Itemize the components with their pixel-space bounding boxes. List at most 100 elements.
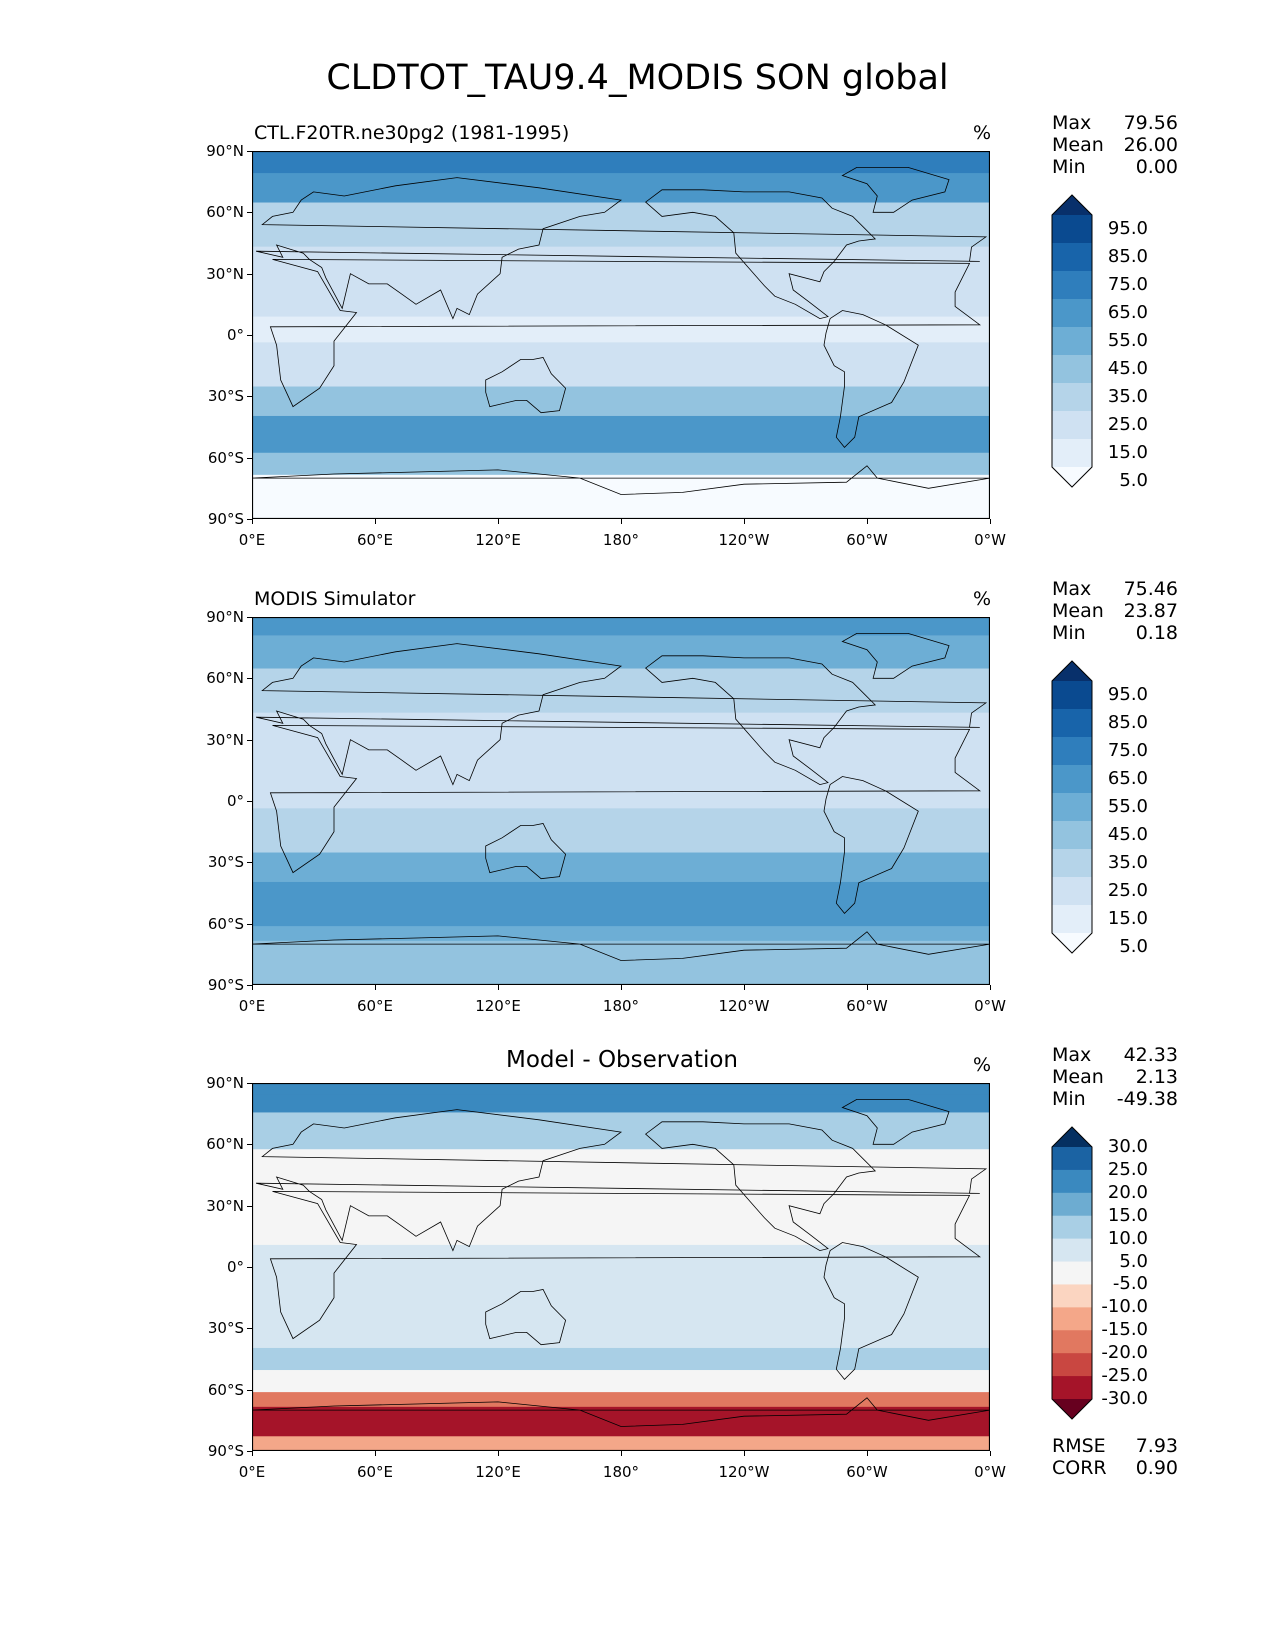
- stats-block: Max 79.56 Mean 26.00 Min 0.00: [1052, 112, 1178, 178]
- lat-tick: [247, 862, 252, 864]
- colorbar-bin: [1052, 1353, 1092, 1377]
- lat-tick: [247, 801, 252, 802]
- coastline: [841, 1098, 950, 1145]
- lat-tick: [247, 1083, 252, 1084]
- stat-mean: Mean 2.13: [1052, 1066, 1178, 1088]
- units-label: %: [973, 122, 992, 144]
- lat-tick-label: 0°: [226, 326, 244, 344]
- stats-block: Max 75.46 Mean 23.87 Min 0.18: [1052, 578, 1178, 644]
- lat-tick: [247, 678, 252, 680]
- metric-rmse: RMSE 7.93: [1052, 1435, 1178, 1457]
- colorbar-bin: [1052, 905, 1092, 934]
- field-band: [252, 474, 990, 519]
- lon-tick-label: 0°W: [974, 1463, 1006, 1481]
- lon-tick-label: 180°: [602, 531, 640, 549]
- lat-tick-label: 60°S: [207, 448, 244, 467]
- colorbar-bin: [1052, 1147, 1092, 1171]
- colorbar-extend-bottom: [1052, 467, 1092, 487]
- field-band: [252, 668, 990, 714]
- colorbar-tick-label: 65.0: [1107, 768, 1148, 789]
- coastline: [841, 632, 950, 679]
- colorbar-bin: [1052, 411, 1092, 440]
- lat-tick-label: 0°: [226, 1258, 244, 1276]
- colorbar-tick-label: -20.0: [1101, 1342, 1148, 1364]
- field-band: [252, 386, 990, 417]
- coastline: [644, 189, 877, 320]
- colorbar-bin: [1052, 737, 1092, 766]
- lat-tick-label: 60°N: [206, 1135, 244, 1154]
- panel-title: MODIS Simulator: [254, 588, 416, 610]
- field-band: [252, 1436, 990, 1451]
- field-band: [252, 1347, 990, 1371]
- lat-tick: [247, 519, 252, 520]
- lat-tick-label: 60°N: [206, 203, 244, 222]
- lon-tick-label: 60°W: [846, 997, 888, 1015]
- lon-tick-label: 0°W: [974, 997, 1006, 1015]
- stat-mean: Mean 23.87: [1052, 600, 1178, 622]
- lon-tick: [498, 519, 499, 524]
- colorbar-bin: [1052, 383, 1092, 412]
- coastline: [485, 1289, 567, 1346]
- coastline: [841, 166, 950, 213]
- colorbar-tick-label: 95.0: [1107, 218, 1148, 239]
- lon-tick-label: 0°E: [238, 531, 266, 549]
- coastlines: [252, 1098, 990, 1427]
- coastline: [644, 1121, 877, 1252]
- coastline: [252, 931, 990, 961]
- field-band: [252, 342, 990, 388]
- lon-tick: [621, 1451, 622, 1456]
- field-band: [252, 1267, 990, 1349]
- coastline: [823, 776, 919, 914]
- lon-tick: [990, 985, 991, 990]
- field-band: [252, 808, 990, 854]
- stat-mean: Mean 26.00: [1052, 134, 1178, 156]
- colorbar-tick-label: 5.0: [1119, 1250, 1148, 1272]
- lon-tick: [621, 519, 622, 524]
- colorbar-tick-label: 35.0: [1107, 386, 1148, 407]
- colorbar-tick-label: 20.0: [1107, 1181, 1148, 1203]
- lon-tick: [744, 985, 745, 990]
- colorbar-tick-label: 55.0: [1107, 330, 1148, 351]
- lat-tick-label: 60°N: [206, 669, 244, 688]
- colorbar-tick-label: 45.0: [1107, 824, 1148, 845]
- lon-tick-label: 120°E: [475, 1463, 521, 1481]
- colorbar-bin: [1052, 355, 1092, 384]
- lon-tick-label: 0°E: [238, 997, 266, 1015]
- lat-tick: [247, 212, 252, 214]
- colorbar-tick-label: 15.0: [1107, 908, 1148, 929]
- lat-tick-label: 90°S: [207, 510, 244, 528]
- coastline: [485, 357, 567, 414]
- field-band: [252, 415, 990, 454]
- lon-tick: [867, 985, 868, 990]
- lat-tick: [247, 739, 252, 741]
- stat-max: Max 79.56: [1052, 112, 1178, 134]
- lon-tick: [375, 1451, 376, 1456]
- field-band: [252, 1094, 990, 1113]
- coastline: [256, 643, 988, 786]
- coastlines: [252, 166, 990, 495]
- stat-min: Min 0.18: [1052, 622, 1178, 644]
- colorbar-tick-label: 75.0: [1107, 740, 1148, 761]
- colorbar-bin: [1052, 327, 1092, 356]
- lon-tick: [498, 1451, 499, 1456]
- lat-tick-label: 90°N: [206, 1074, 244, 1092]
- lon-tick-label: 0°W: [974, 531, 1006, 549]
- colorbar-tick-label: 95.0: [1107, 684, 1148, 705]
- colorbar-tick-label: 65.0: [1107, 302, 1148, 323]
- lon-tick-label: 60°E: [356, 531, 394, 549]
- colorbar-bin: [1052, 1192, 1092, 1217]
- map-plot: [252, 151, 990, 519]
- lon-tick: [990, 1451, 991, 1456]
- colorbar-tick-label: -5.0: [1112, 1273, 1148, 1295]
- map-plot: [252, 617, 990, 985]
- colorbar-tick-label: 35.0: [1107, 852, 1148, 873]
- lat-tick-label: 90°S: [207, 1442, 244, 1460]
- lat-tick-label: 0°: [226, 792, 244, 810]
- colorbar-tick-label: -10.0: [1101, 1296, 1148, 1318]
- panel-title: CTL.F20TR.ne30pg2 (1981-1995): [254, 122, 570, 144]
- lat-tick-label: 30°N: [206, 1196, 244, 1215]
- lon-tick: [498, 985, 499, 990]
- colorbar-tick-label: 85.0: [1107, 712, 1148, 733]
- lat-tick: [247, 151, 252, 152]
- lat-tick-label: 30°N: [206, 264, 244, 283]
